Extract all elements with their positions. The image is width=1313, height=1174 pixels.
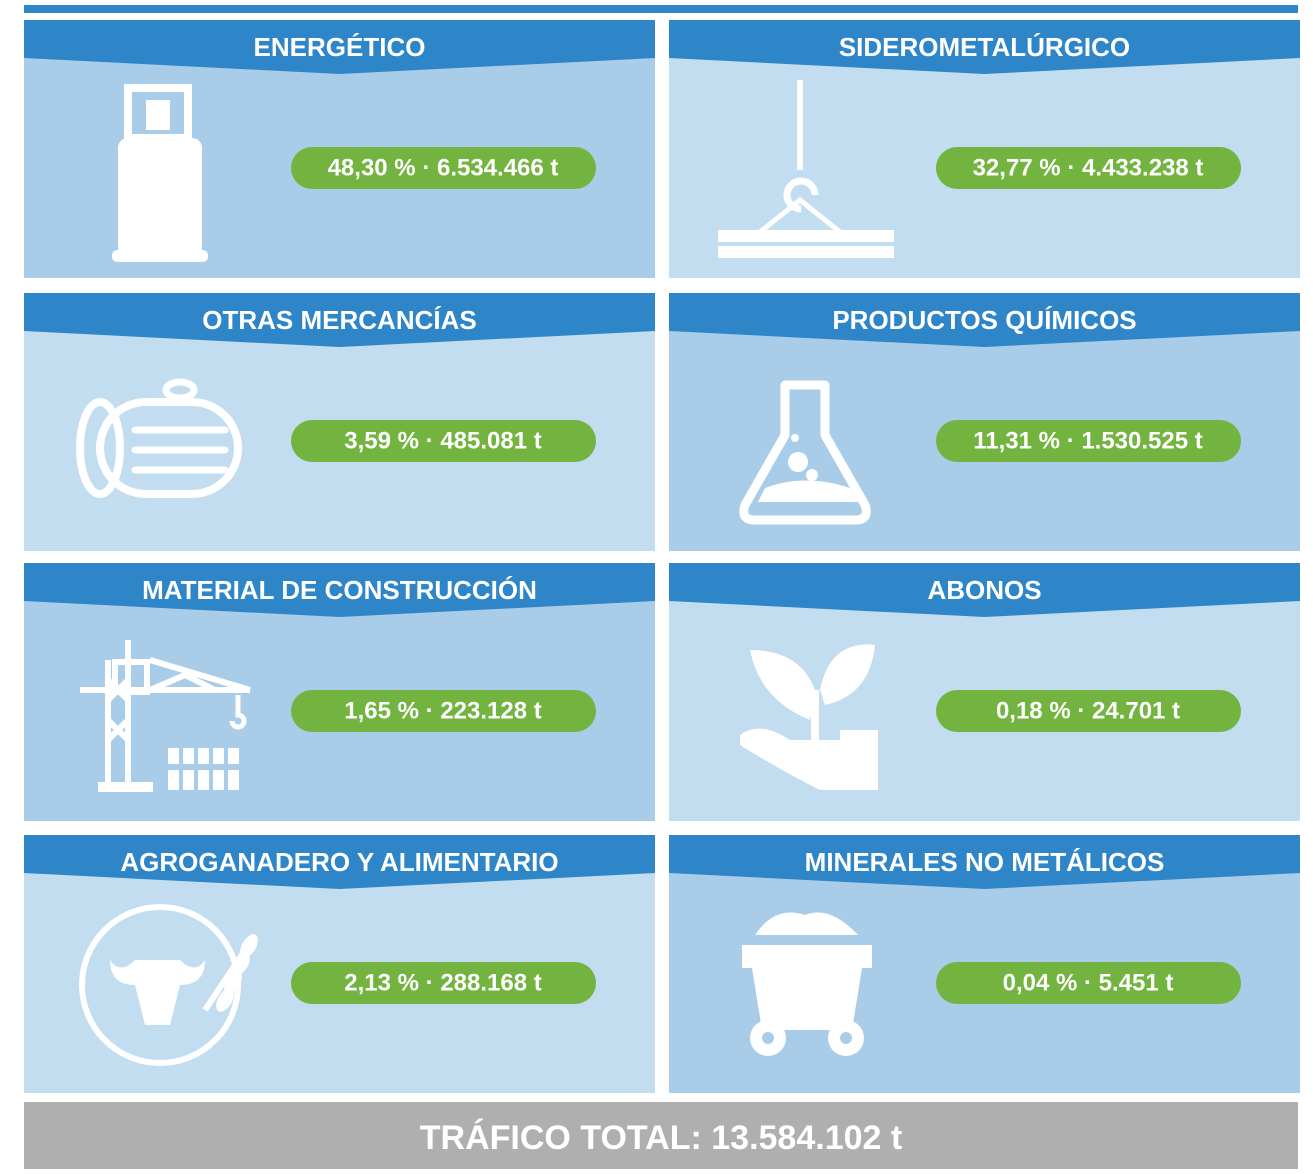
- icon: [232, 952, 250, 976]
- card-icon: [112, 84, 208, 262]
- total-bar: [24, 1102, 1298, 1169]
- icon: [168, 748, 179, 764]
- icon: [740, 728, 840, 790]
- value-label: 3,59 % · 485.081 t: [344, 427, 541, 454]
- value-pill: [936, 147, 1241, 189]
- icon: [198, 770, 209, 790]
- card-header: [24, 20, 655, 74]
- icon: [806, 469, 818, 481]
- card-header: [24, 563, 655, 617]
- value-pill: [936, 690, 1241, 732]
- value-label: 32,77 % · 4.433.238 t: [973, 154, 1204, 181]
- value-pill: [291, 147, 596, 189]
- icon: [216, 988, 234, 1012]
- card-header: [669, 835, 1300, 889]
- card-title: SIDEROMETALÚRGICO: [839, 32, 1130, 62]
- value-label: 2,13 % · 288.168 t: [344, 969, 541, 996]
- icon: [183, 748, 194, 764]
- icon: [224, 970, 242, 994]
- card: ENERGÉTICO 48,30 % · 6.534.466 t: [24, 20, 655, 278]
- icon: [718, 230, 894, 242]
- top-bar: [24, 5, 1298, 13]
- card-title: AGROGANADERO Y ALIMENTARIO: [120, 847, 558, 877]
- card: ABONOS 0,18 % · 24.701 t: [669, 563, 1300, 821]
- icon: [229, 695, 247, 730]
- icon: [124, 84, 192, 142]
- icon: [758, 196, 842, 234]
- total-text: TRÁFICO TOTAL: 13.584.102 t: [420, 1119, 902, 1157]
- icon: [228, 770, 239, 790]
- icon: [213, 770, 224, 790]
- icon: [96, 398, 242, 498]
- icon: [162, 378, 198, 402]
- card: SIDEROMETALÚRGICO 32,77 % · 4.433.238 t: [669, 20, 1300, 278]
- card: MATERIAL DE CONSTRUCCIÓN 1,65 % · 223.128…: [24, 563, 655, 821]
- card-header: [669, 563, 1300, 617]
- icon: [762, 1032, 774, 1044]
- card-icon: [740, 644, 878, 790]
- icon: [742, 945, 872, 1030]
- card-title: OTRAS MERCANCÍAS: [202, 305, 476, 335]
- card-title: ABONOS: [927, 575, 1041, 605]
- card: PRODUCTOS QUÍMICOS 11,31 % · 1.530.525 t: [669, 293, 1300, 551]
- value-label: 48,30 % · 6.534.466 t: [328, 154, 559, 181]
- card: MINERALES NO METÁLICOS 0,04 % · 5.451 t: [669, 835, 1300, 1093]
- card-icon: [80, 640, 251, 792]
- card-title: MATERIAL DE CONSTRUCCIÓN: [142, 575, 537, 605]
- card-header: [24, 835, 655, 889]
- card-header: [669, 20, 1300, 74]
- icon: [718, 246, 894, 258]
- value-label: 0,04 % · 5.451 t: [1003, 969, 1174, 996]
- icon: [240, 934, 258, 958]
- value-pill: [936, 420, 1241, 462]
- icon: [198, 748, 209, 764]
- card-header: [669, 293, 1300, 347]
- value-pill: [936, 962, 1241, 1004]
- icon: [840, 730, 878, 790]
- icon: [112, 659, 150, 695]
- card: AGROGANADERO Y ALIMENTARIO 2,13 % · 288.1…: [24, 835, 655, 1093]
- card-icon: [742, 912, 872, 1056]
- icon: [758, 480, 858, 502]
- icon: [791, 434, 799, 442]
- icon: [146, 100, 170, 130]
- card-title: PRODUCTOS QUÍMICOS: [832, 305, 1136, 335]
- card-icon: [76, 378, 242, 498]
- icon: [840, 1032, 852, 1044]
- card-title: MINERALES NO METÁLICOS: [805, 847, 1165, 877]
- icon: [228, 748, 239, 764]
- icon: [76, 398, 124, 498]
- card-icon: [739, 380, 871, 525]
- icon: [755, 912, 858, 935]
- value-pill: [291, 420, 596, 462]
- card-icon: [79, 904, 258, 1066]
- card-icon: [718, 80, 894, 258]
- icon: [750, 650, 815, 720]
- value-pill: [291, 690, 596, 732]
- icon: [112, 250, 208, 262]
- card-header: [24, 293, 655, 347]
- value-label: 1,65 % · 223.128 t: [344, 697, 541, 724]
- value-label: 0,18 % · 24.701 t: [996, 697, 1180, 724]
- icon: [213, 748, 224, 764]
- card: OTRAS MERCANCÍAS 3,59 % · 485.081 t: [24, 293, 655, 551]
- icon: [820, 644, 875, 705]
- icon: [739, 380, 871, 525]
- icon: [110, 960, 205, 1025]
- value-pill: [291, 962, 596, 1004]
- icon: [168, 770, 179, 790]
- icon: [183, 770, 194, 790]
- icon: [788, 452, 808, 472]
- card-title: ENERGÉTICO: [254, 32, 426, 62]
- icon: [98, 782, 153, 792]
- icon: [118, 138, 202, 258]
- value-label: 11,31 % · 1.530.525 t: [973, 427, 1203, 454]
